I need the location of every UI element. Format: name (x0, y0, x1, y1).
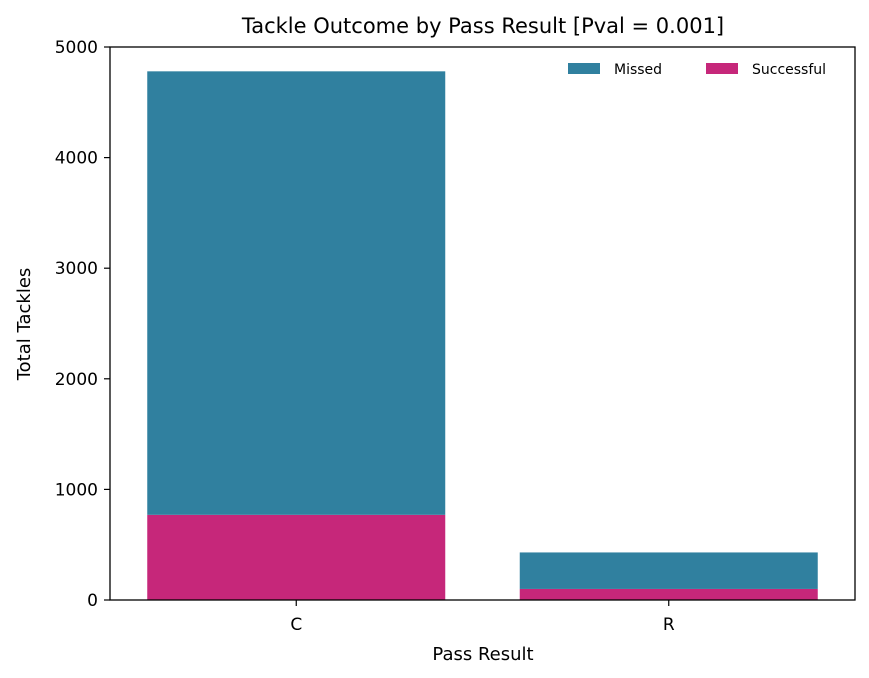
legend-swatch-missed (568, 63, 600, 74)
legend-swatch-successful (706, 63, 738, 74)
plot-border (109, 46, 856, 601)
y-tick-label: 5000 (55, 38, 98, 58)
x-axis-label: Pass Result (432, 644, 533, 665)
y-axis-ticks: 0 1000 2000 3000 4000 5000 (55, 38, 110, 611)
bar-missed-r (519, 552, 818, 589)
bar-successful-r (519, 588, 818, 600)
legend: Missed Successful (568, 62, 826, 78)
y-tick-label: 1000 (55, 480, 98, 500)
chart-title: Tackle Outcome by Pass Result [Pval = 0.… (241, 14, 724, 38)
plot-frame (109, 46, 856, 601)
y-tick-label: 0 (87, 591, 98, 611)
y-tick-label: 4000 (55, 149, 98, 169)
legend-label-successful: Successful (752, 62, 826, 78)
legend-label-missed: Missed (614, 62, 662, 78)
y-tick-label: 3000 (55, 259, 98, 279)
y-axis-label: Total Tackles (14, 268, 35, 382)
bar-successful-c (147, 514, 446, 600)
y-tick-label: 2000 (55, 370, 98, 390)
bars-group (147, 71, 818, 600)
bar-missed-c (147, 71, 446, 515)
x-tick-label: R (663, 615, 675, 635)
x-tick-label: C (290, 615, 302, 635)
